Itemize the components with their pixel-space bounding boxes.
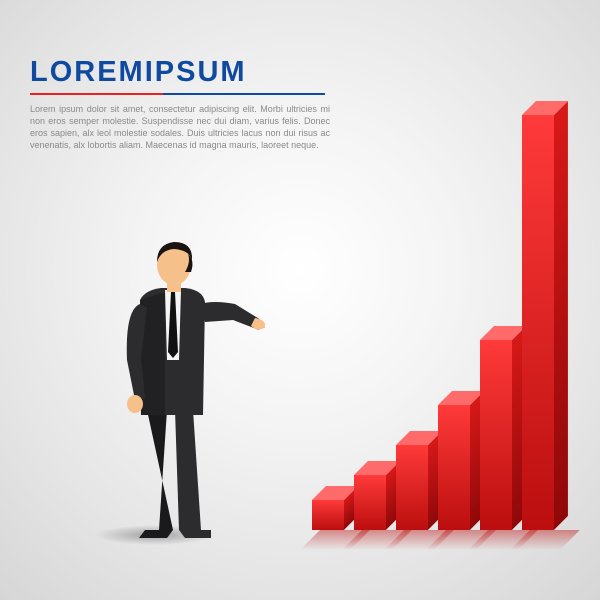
- infographic-stage: LOREMIPSUM Lorem ipsum dolor sit amet, c…: [0, 0, 600, 600]
- bar-4: [438, 391, 484, 530]
- bar-6: [522, 101, 568, 530]
- bar-3: [396, 431, 442, 530]
- bar-2: [354, 461, 400, 530]
- bar-5: [480, 326, 526, 530]
- bar-1: [312, 486, 358, 530]
- businessman-figure: [85, 230, 265, 540]
